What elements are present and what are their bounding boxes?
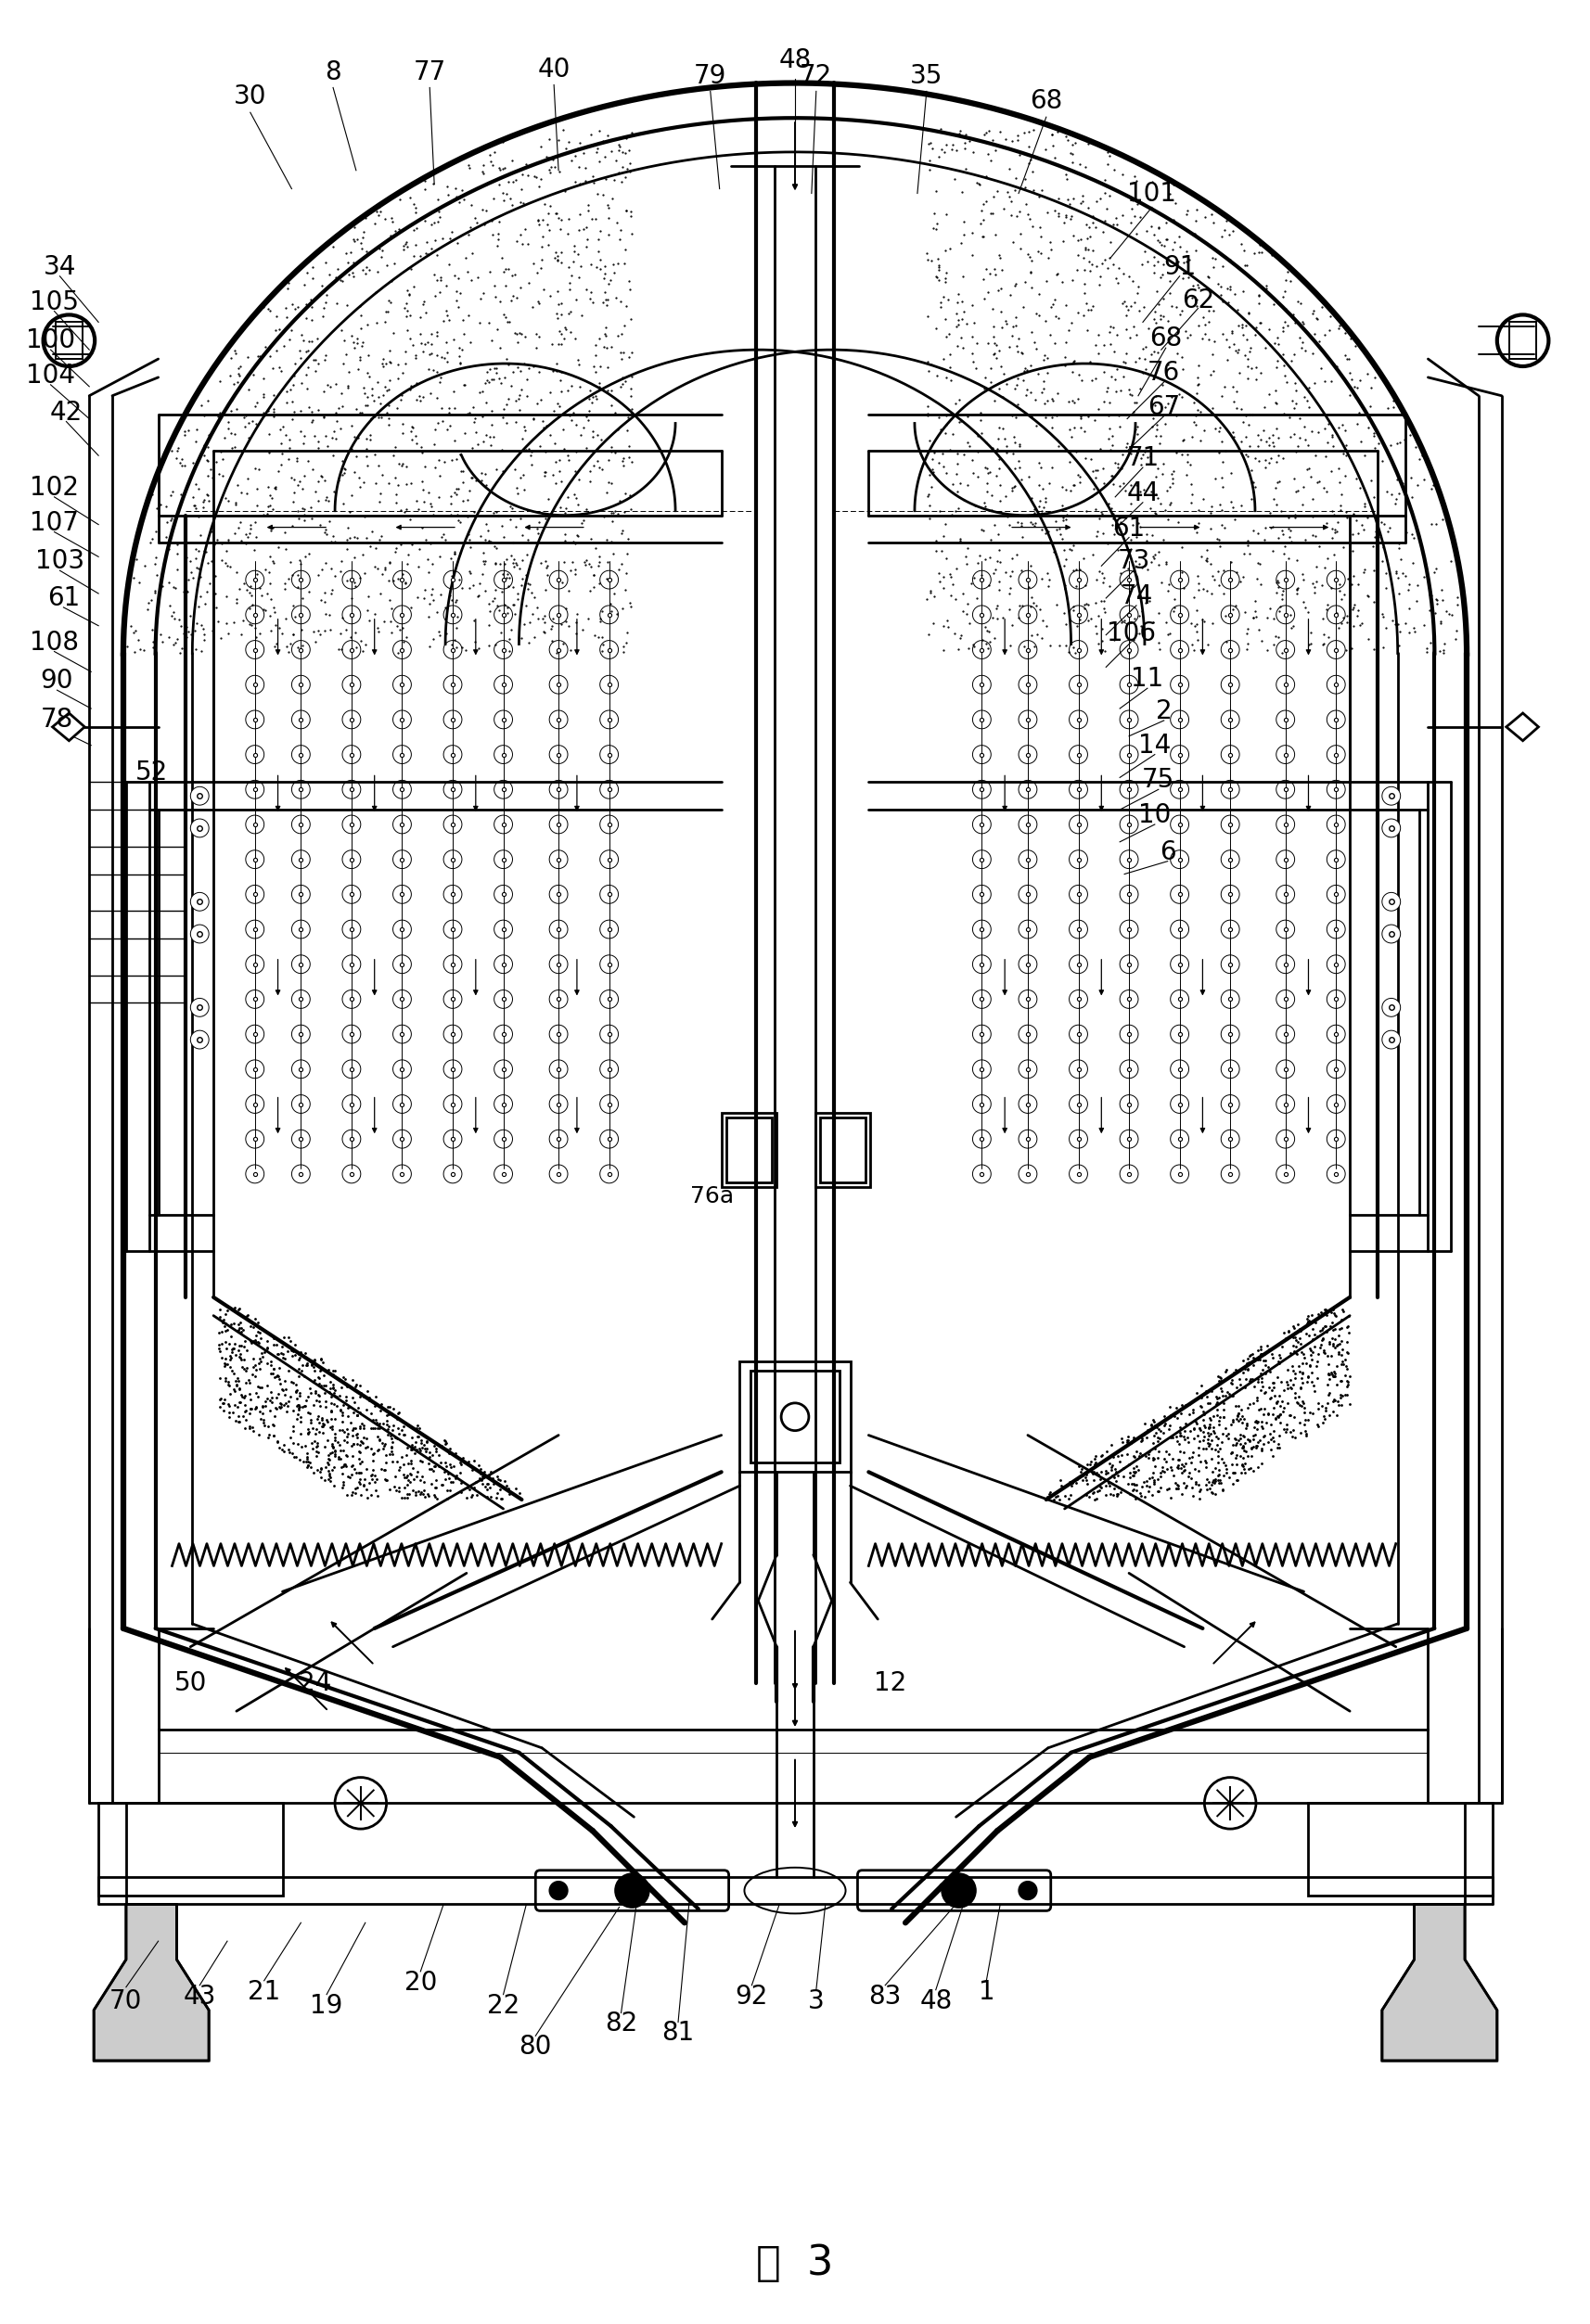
Text: 11: 11 [1130,667,1164,693]
Circle shape [1382,788,1399,804]
Text: 67: 67 [1146,393,1180,421]
Text: 61: 61 [48,586,80,611]
Text: 20: 20 [404,1968,437,1996]
Bar [1509,323,1536,358]
Text: 43: 43 [183,1982,216,2010]
Text: 103: 103 [35,548,84,574]
Text: 30: 30 [234,84,267,109]
Text: 81: 81 [661,2020,695,2045]
Text: 62: 62 [1181,288,1213,314]
Text: 48: 48 [919,1987,951,2015]
Circle shape [549,1882,568,1899]
Text: 图  3: 图 3 [755,2243,833,2282]
Text: 2: 2 [1154,697,1172,725]
Bar [157,1729,1428,1803]
Text: 1: 1 [978,1978,994,2006]
Text: 102: 102 [30,474,80,500]
Text: 40: 40 [537,56,569,81]
Text: 91: 91 [1162,253,1196,279]
Text: 3: 3 [808,1987,824,2015]
Text: 90: 90 [41,667,73,695]
Bar [99,1803,283,1894]
Bar [750,1371,838,1462]
Text: 100: 100 [25,328,75,353]
Text: 82: 82 [604,2010,638,2036]
Text: 76a: 76a [690,1185,733,1206]
Circle shape [191,818,208,837]
Circle shape [1382,892,1399,911]
Circle shape [1382,999,1399,1016]
Bar [814,1113,870,1188]
Text: 50: 50 [173,1671,207,1697]
Text: 70: 70 [110,1987,143,2015]
Text: 78: 78 [41,706,73,732]
Bar [720,1113,776,1188]
Circle shape [191,892,208,911]
Bar [725,1118,771,1183]
Text: 68: 68 [1150,325,1181,351]
Polygon shape [52,713,84,741]
Text: 61: 61 [1111,516,1145,541]
Text: 22: 22 [487,1992,520,2020]
Bar [56,323,83,358]
Circle shape [191,788,208,804]
Bar [819,1118,865,1183]
Text: 24: 24 [299,1671,331,1697]
Text: 107: 107 [30,509,80,535]
Circle shape [1382,818,1399,837]
Text: 83: 83 [868,1982,902,2010]
Text: 52: 52 [135,760,169,786]
Text: 34: 34 [43,253,76,279]
Text: 76: 76 [1146,360,1180,386]
Text: 101: 101 [1127,181,1177,207]
Circle shape [1382,925,1399,944]
Text: 19: 19 [310,1992,343,2020]
Text: 80: 80 [518,2034,552,2059]
Circle shape [191,925,208,944]
Text: 48: 48 [778,46,811,72]
Bar [739,1362,849,1471]
Text: 21: 21 [248,1978,280,2006]
Text: 10: 10 [1138,802,1170,827]
Text: 71: 71 [1126,446,1159,472]
Text: 72: 72 [800,63,832,88]
Text: 12: 12 [873,1671,906,1697]
Polygon shape [1506,713,1538,741]
Text: 105: 105 [30,288,80,316]
Circle shape [1382,1030,1399,1048]
Circle shape [615,1873,649,1908]
Text: 79: 79 [693,63,727,88]
Polygon shape [94,1903,208,2061]
Circle shape [191,999,208,1016]
Circle shape [191,1030,208,1048]
Text: 73: 73 [1116,548,1150,574]
Text: 92: 92 [735,1982,768,2010]
Bar [1307,1803,1491,1894]
Text: 14: 14 [1138,732,1170,758]
Text: 106: 106 [1105,621,1154,646]
Text: 104: 104 [25,363,75,388]
Text: 68: 68 [1029,88,1062,114]
Text: 75: 75 [1142,767,1173,792]
Text: 35: 35 [909,63,943,88]
Text: 8: 8 [324,58,342,86]
Circle shape [1018,1882,1037,1899]
Text: 44: 44 [1126,481,1159,507]
Text: 42: 42 [49,400,83,425]
Text: 74: 74 [1119,583,1153,609]
Text: 77: 77 [413,58,445,86]
Circle shape [941,1873,975,1908]
Text: 6: 6 [1159,839,1175,865]
Text: 108: 108 [30,630,80,655]
Polygon shape [1382,1903,1496,2061]
